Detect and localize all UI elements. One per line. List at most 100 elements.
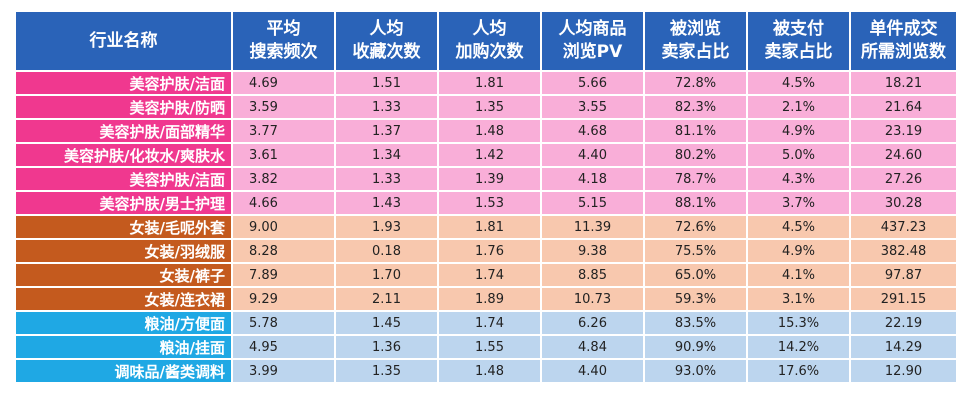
table-cell: 14.29: [851, 336, 956, 358]
table-cell: 72.8%: [645, 72, 746, 94]
table-cell: 4.68: [542, 120, 643, 142]
table-cell: 1.55: [439, 336, 540, 358]
table-cell: 1.34: [336, 144, 437, 166]
column-header-0: 行业名称: [16, 12, 231, 70]
table-cell: 4.1%: [748, 264, 849, 286]
table-cell: 3.1%: [748, 288, 849, 310]
column-header-7: 单件成交 所需浏览数: [851, 12, 956, 70]
table-cell: 97.87: [851, 264, 956, 286]
table-cell: 7.89: [233, 264, 334, 286]
table-cell: 78.7%: [645, 168, 746, 190]
table-cell: 9.29: [233, 288, 334, 310]
column-header-line: 所需浏览数: [861, 42, 946, 62]
table-cell: 0.18: [336, 240, 437, 262]
table-cell: 1.33: [336, 96, 437, 118]
column-header-line: 被浏览: [670, 19, 721, 39]
table-cell: 81.1%: [645, 120, 746, 142]
table-cell: 8.28: [233, 240, 334, 262]
table-cell: 2.11: [336, 288, 437, 310]
table-cell: 1.81: [439, 72, 540, 94]
table-row: 美容护肤/男士护理 4.66 1.43 1.53 5.15 88.1% 3.7% 30.28: [16, 192, 956, 214]
table-cell: 2.1%: [748, 96, 849, 118]
table-cell: 15.3%: [748, 312, 849, 334]
table-cell: 22.19: [851, 312, 956, 334]
table-cell: 1.37: [336, 120, 437, 142]
row-category-label: 美容护肤/男士护理: [16, 192, 231, 214]
table-cell: 5.0%: [748, 144, 849, 166]
row-category-label: 女装/毛呢外套: [16, 216, 231, 238]
column-header-line: 人均: [369, 19, 404, 39]
table-row: 粮油/方便面 5.78 1.45 1.74 6.26 83.5% 15.3% 22.19: [16, 312, 956, 334]
table-cell: 3.55: [542, 96, 643, 118]
table-cell: 3.7%: [748, 192, 849, 214]
row-category-label: 女装/羽绒服: [16, 240, 231, 262]
row-category-label: 美容护肤/洁面: [16, 168, 231, 190]
table-cell: 6.26: [542, 312, 643, 334]
table-cell: 4.40: [542, 360, 643, 382]
table-cell: 4.18: [542, 168, 643, 190]
table-cell: 24.60: [851, 144, 956, 166]
table-cell: 4.40: [542, 144, 643, 166]
table-cell: 1.81: [439, 216, 540, 238]
table-cell: 3.77: [233, 120, 334, 142]
table-cell: 14.2%: [748, 336, 849, 358]
table-cell: 93.0%: [645, 360, 746, 382]
table-cell: 1.39: [439, 168, 540, 190]
table-cell: 3.59: [233, 96, 334, 118]
table-cell: 8.85: [542, 264, 643, 286]
column-header-line: 浏览PV: [562, 42, 623, 62]
table-cell: 1.42: [439, 144, 540, 166]
table-cell: 5.15: [542, 192, 643, 214]
column-header-line: 被支付: [773, 19, 824, 39]
column-header-line: 人均: [472, 19, 507, 39]
table-cell: 291.15: [851, 288, 956, 310]
table-cell: 23.19: [851, 120, 956, 142]
column-header-6: 被支付 卖家占比: [748, 12, 849, 70]
column-header-line: 平均: [266, 19, 301, 39]
table-cell: 11.39: [542, 216, 643, 238]
table-row: 美容护肤/洁面 4.69 1.51 1.81 5.66 72.8% 4.5% 18.21: [16, 72, 956, 94]
table-cell: 1.48: [439, 360, 540, 382]
table-row: 美容护肤/面部精华 3.77 1.37 1.48 4.68 81.1% 4.9% 23.19: [16, 120, 956, 142]
table-cell: 3.99: [233, 360, 334, 382]
table-cell: 9.00: [233, 216, 334, 238]
table-cell: 437.23: [851, 216, 956, 238]
row-category-label: 女装/连衣裙: [16, 288, 231, 310]
table-cell: 65.0%: [645, 264, 746, 286]
table-cell: 1.76: [439, 240, 540, 262]
table-cell: 27.26: [851, 168, 956, 190]
column-header-4: 人均商品浏览PV: [542, 12, 643, 70]
table-cell: 9.38: [542, 240, 643, 262]
column-header-line: 人均商品: [558, 19, 627, 39]
table-cell: 30.28: [851, 192, 956, 214]
table-cell: 1.93: [336, 216, 437, 238]
column-header-line: 搜索频次: [249, 42, 318, 62]
table-cell: 90.9%: [645, 336, 746, 358]
table-cell: 1.45: [336, 312, 437, 334]
table-cell: 80.2%: [645, 144, 746, 166]
table-body: 美容护肤/洁面 4.69 1.51 1.81 5.66 72.8% 4.5% 18.21 美容护…: [16, 72, 956, 382]
table-cell: 4.3%: [748, 168, 849, 190]
column-header-line: 加购次数: [455, 42, 524, 62]
table-cell: 4.84: [542, 336, 643, 358]
table-cell: 382.48: [851, 240, 956, 262]
table-cell: 1.89: [439, 288, 540, 310]
table-cell: 1.74: [439, 264, 540, 286]
row-category-label: 粮油/方便面: [16, 312, 231, 334]
table-row: 粮油/挂面 4.95 1.36 1.55 4.84 90.9% 14.2% 14.29: [16, 336, 956, 358]
industry-metrics-table: 行业名称 平均 搜索频次 人均 收藏次数 人均 加购次数 人均商品 浏览PV 被浏览 卖家占比 被支付…: [14, 10, 958, 384]
table-cell: 59.3%: [645, 288, 746, 310]
header-row: 行业名称 平均 搜索频次 人均 收藏次数 人均 加购次数 人均商品 浏览PV 被浏览 卖家占比 被支付…: [16, 12, 956, 70]
column-header-line: 收藏次数: [352, 42, 421, 62]
row-category-label: 美容护肤/防晒: [16, 96, 231, 118]
table-cell: 4.5%: [748, 72, 849, 94]
table-cell: 10.73: [542, 288, 643, 310]
column-header-line: 卖家占比: [661, 42, 730, 62]
table-cell: 1.48: [439, 120, 540, 142]
row-category-label: 女装/裤子: [16, 264, 231, 286]
table-cell: 21.64: [851, 96, 956, 118]
column-header-5: 被浏览 卖家占比: [645, 12, 746, 70]
table-row: 女装/毛呢外套 9.00 1.93 1.81 11.39 72.6% 4.5% 437.23: [16, 216, 956, 238]
table-cell: 1.51: [336, 72, 437, 94]
table-cell: 83.5%: [645, 312, 746, 334]
